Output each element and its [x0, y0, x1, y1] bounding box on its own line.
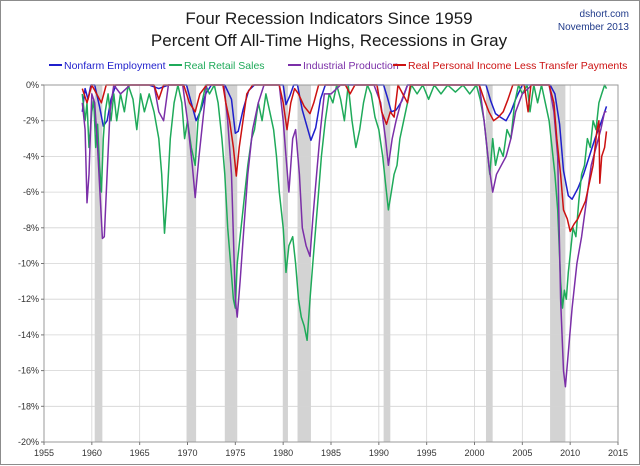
- x-tick-label: 2015: [608, 448, 628, 458]
- y-tick-label: -6%: [23, 187, 39, 197]
- y-tick-label: 0%: [26, 80, 39, 90]
- x-tick-label: 2000: [464, 448, 484, 458]
- legend-label-industrial-production: Industrial Production: [303, 60, 399, 72]
- y-tick-label: -10%: [18, 259, 39, 269]
- x-tick-label: 1960: [82, 448, 102, 458]
- x-tick-label: 1980: [273, 448, 293, 458]
- y-tick-label: -2%: [23, 116, 39, 126]
- axes: 0%-2%-4%-6%-8%-10%-12%-14%-16%-18%-20%19…: [18, 80, 628, 458]
- x-tick-label: 2005: [512, 448, 532, 458]
- chart-legend: Nonfarm Employment Real Retail Sales Indus…: [49, 60, 627, 72]
- x-tick-label: 1970: [177, 448, 197, 458]
- y-tick-label: -12%: [18, 294, 39, 304]
- x-tick-label: 2010: [560, 448, 580, 458]
- series-line-real-retail-sales: [81, 84, 608, 342]
- series-line-real-personal-income-less-transfer-payments: [81, 84, 608, 233]
- legend-label-real-personal-income-less-transfer-payments: Real Personal Income Less Transfer Payme…: [408, 60, 627, 72]
- y-tick-label: -8%: [23, 223, 39, 233]
- chart-subtitle: Percent Off All-Time Highs, Recessions i…: [151, 31, 508, 50]
- legend-label-nonfarm-employment: Nonfarm Employment: [64, 60, 166, 72]
- x-tick-label: 1975: [225, 448, 245, 458]
- x-tick-label: 1955: [34, 448, 54, 458]
- x-tick-label: 1995: [417, 448, 437, 458]
- y-tick-label: -18%: [18, 401, 39, 411]
- x-tick-label: 1990: [369, 448, 389, 458]
- credit-date: November 2013: [558, 22, 630, 33]
- y-tick-label: -14%: [18, 330, 39, 340]
- y-tick-label: -4%: [23, 151, 39, 161]
- chart-title: Four Recession Indicators Since 1959: [185, 9, 472, 28]
- y-tick-label: -20%: [18, 437, 39, 447]
- credit-site: dshort.com: [580, 9, 629, 20]
- x-tick-label: 1965: [130, 448, 150, 458]
- legend-label-real-retail-sales: Real Retail Sales: [184, 60, 265, 72]
- x-tick-label: 1985: [321, 448, 341, 458]
- y-tick-label: -16%: [18, 366, 39, 376]
